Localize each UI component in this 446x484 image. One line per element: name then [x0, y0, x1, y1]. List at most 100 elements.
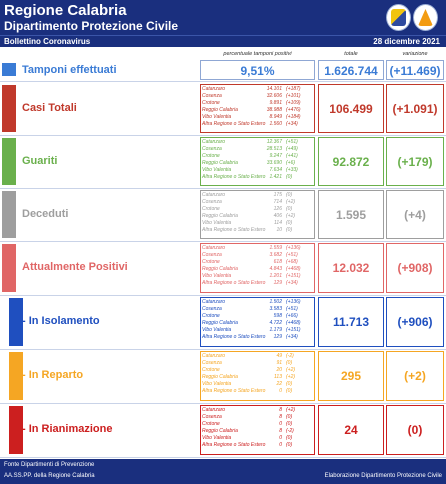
- province-delta: (+101): [286, 93, 301, 100]
- reparto-variation-box: [386, 351, 444, 401]
- province-value: 38.988: [266, 107, 282, 114]
- province-value: 32.606: [266, 93, 282, 100]
- province-name: Cosenza: [202, 414, 222, 421]
- province-name: Altra Regione o Stato Estero: [202, 388, 266, 395]
- province-value: 0: [279, 442, 282, 449]
- page-subtitle: Dipartimento Protezione Civile: [4, 19, 179, 33]
- province-name: Reggio Calabria: [202, 320, 238, 327]
- province-delta: (0): [286, 227, 293, 234]
- province-value: 7.634: [269, 167, 282, 174]
- section-rianimazione: - In Rianimazione Catanzaro 8 (+2) Cosenza 8 (…: [0, 404, 446, 456]
- isolamento-label: - In Isolamento: [22, 315, 100, 327]
- casi-color-bar: [2, 85, 16, 132]
- province-value: 598: [273, 313, 282, 320]
- province-name: Cosenza: [202, 252, 222, 259]
- list-item: Catanzaro 14.101 (+187): [202, 86, 313, 93]
- section-isolamento: - In Isolamento Catanzaro 1.502 (+136) Cosen…: [0, 296, 446, 348]
- province-value: 1.559: [269, 245, 282, 251]
- footer-credit: Elaborazione Dipartimento Protezione Civ…: [324, 473, 442, 479]
- province-value: 114: [274, 220, 282, 227]
- guariti-detail-list: Catanzaro 12.367 (+51) Cosenza 28.513 (+49) Cr…: [202, 139, 313, 181]
- casi-variation: (+1.091): [392, 101, 438, 116]
- page-title: Regione Calabria: [4, 2, 127, 19]
- province-delta: (0): [286, 421, 293, 428]
- rianimazione-detail-list: Catanzaro 8 (+2) Cosenza 8 (0) Crotone 0 (0) Regg…: [202, 407, 313, 449]
- list-item: Reggio Calabria 113 (+2): [202, 374, 313, 381]
- province-delta: (+6): [286, 160, 296, 167]
- province-name: Crotone: [202, 313, 220, 320]
- isolamento-variation: (+906): [397, 315, 433, 329]
- section-guariti: Guariti Catanzaro 12.367 (+51) Cosenza 28.513…: [0, 136, 446, 187]
- province-value: 4.722: [269, 320, 282, 327]
- section-positivi: Attualmente Positivi Catanzaro 1.559 (+136)…: [0, 242, 446, 294]
- list-item: Vibo Valentia 0 (0): [202, 435, 313, 442]
- tamponi-percent: 9,51%: [240, 64, 275, 78]
- province-name: Altra Regione o Stato Estero: [202, 334, 266, 341]
- province-name: Cosenza: [202, 146, 222, 153]
- province-delta: (0): [286, 381, 293, 388]
- province-value: 49: [276, 353, 282, 359]
- province-value: 14.101: [266, 86, 282, 92]
- list-item: Altra Regione o Stato Estero 129 (+34): [202, 334, 313, 341]
- province-value: 10: [276, 227, 282, 234]
- province-delta: (+51): [286, 252, 298, 259]
- province-name: Crotone: [202, 259, 220, 266]
- province-delta: (+66): [286, 313, 298, 320]
- province-name: Crotone: [202, 367, 220, 374]
- reparto-detail-box: [200, 351, 315, 401]
- province-name: Vibo Valentia: [202, 220, 232, 227]
- province-delta: (+68): [286, 259, 298, 266]
- province-value: 3.583: [269, 306, 282, 313]
- footer-source-line2: AA.SS.PP. della Regione Calabria: [4, 473, 95, 479]
- list-item: Vibo Valentia 114 (0): [202, 220, 313, 227]
- list-item: Vibo Valentia 1.201 (+151): [202, 273, 313, 280]
- province-name: Cosenza: [202, 93, 222, 100]
- province-value: 1.201: [269, 273, 282, 280]
- rianimazione-total-box: [318, 405, 384, 455]
- province-delta: (+34): [286, 280, 298, 287]
- province-delta: (+34): [286, 334, 298, 341]
- province-name: Catanzaro: [202, 353, 226, 359]
- protezione-civile-emblem-icon: [413, 4, 438, 31]
- province-delta: (0): [286, 442, 293, 449]
- province-delta: (+151): [286, 273, 301, 280]
- reparto-label: - In Reparto: [22, 369, 84, 381]
- isolamento-variation-box: [386, 297, 444, 347]
- province-value: 0: [279, 388, 282, 395]
- province-name: Catanzaro: [202, 86, 226, 92]
- reparto-total-box: [318, 351, 384, 401]
- tamponi-color-bar: [2, 63, 16, 76]
- page-footer: Fonte Dipartimenti di Prevenzione AA.SS.…: [0, 459, 446, 484]
- tamponi-variation: (+11.469): [389, 64, 441, 78]
- province-delta: (+184): [286, 114, 301, 121]
- list-item: Crotone 0 (0): [202, 421, 313, 428]
- province-value: 91: [276, 360, 282, 367]
- province-value: 8: [279, 407, 282, 413]
- province-delta: (0): [286, 414, 293, 421]
- province-value: 129: [273, 280, 282, 287]
- province-value: 22: [276, 381, 282, 388]
- bulletin-date: 28 dicembre 2021: [373, 37, 440, 46]
- positivi-detail-list: Catanzaro 1.559 (+136) Cosenza 3.682 (+51) Cro…: [202, 245, 313, 287]
- province-delta: (+2): [286, 367, 296, 374]
- isolamento-total: 11.713: [332, 315, 370, 329]
- list-item: Crotone 126 (0): [202, 206, 313, 213]
- list-item: Catanzaro 1.559 (+136): [202, 245, 313, 252]
- province-name: Reggio Calabria: [202, 213, 238, 220]
- province-name: Vibo Valentia: [202, 114, 232, 121]
- province-value: 1.421: [269, 174, 282, 181]
- list-item: Catanzaro 175 (0): [202, 192, 313, 199]
- province-delta: (0): [286, 388, 293, 395]
- province-value: 406: [273, 213, 282, 220]
- province-name: Reggio Calabria: [202, 266, 238, 273]
- guariti-variation-box: [386, 137, 444, 186]
- tamponi-total: 1.626.744: [324, 64, 378, 78]
- rianimazione-label: - In Rianimazione: [22, 423, 113, 435]
- list-item: Vibo Valentia 7.634 (+33): [202, 167, 313, 174]
- province-name: Altra Regione o Stato Estero: [202, 442, 266, 449]
- section-divider: [0, 188, 446, 189]
- positivi-label: Attualmente Positivi: [22, 261, 128, 273]
- province-name: Cosenza: [202, 360, 222, 367]
- reparto-total: 295: [340, 369, 362, 383]
- list-item: Altra Regione o Stato Estero 10 (0): [202, 227, 313, 234]
